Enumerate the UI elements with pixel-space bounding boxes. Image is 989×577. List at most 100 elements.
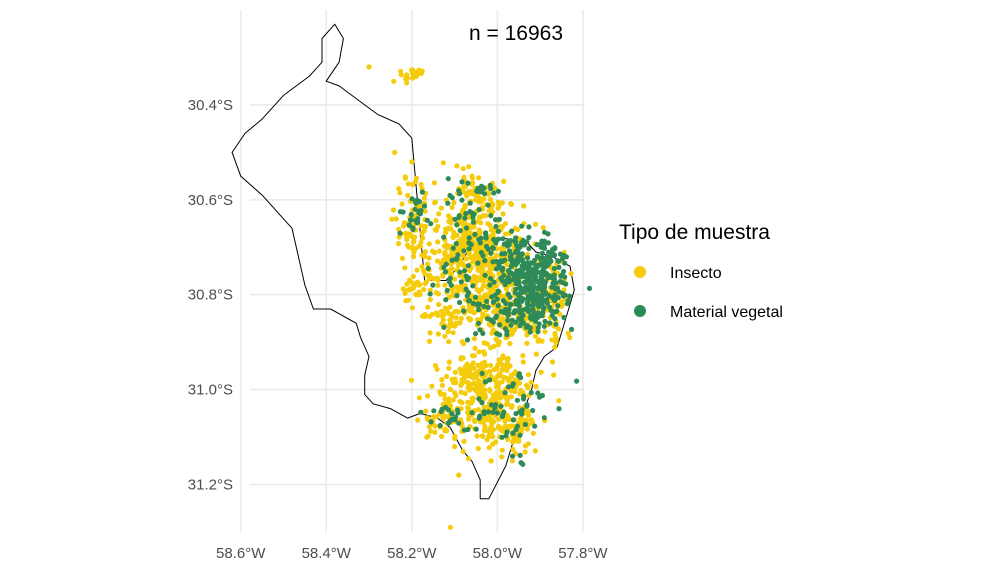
point-insecto xyxy=(521,203,527,209)
point-material-vegetal xyxy=(470,283,476,289)
point-insecto xyxy=(434,366,440,372)
point-insecto xyxy=(448,220,454,226)
point-material-vegetal xyxy=(495,188,501,194)
point-insecto xyxy=(426,338,433,344)
point-material-vegetal xyxy=(443,297,449,303)
point-insecto xyxy=(488,458,494,464)
point-insecto xyxy=(478,199,484,205)
point-material-vegetal xyxy=(513,248,519,254)
point-insecto xyxy=(540,225,546,231)
point-insecto xyxy=(522,443,529,449)
point-insecto xyxy=(500,211,506,217)
point-insecto xyxy=(474,433,480,439)
point-insecto xyxy=(448,226,454,232)
point-material-vegetal xyxy=(482,272,488,278)
point-insecto xyxy=(410,239,416,245)
point-insecto xyxy=(460,448,466,454)
point-insecto xyxy=(455,309,462,315)
point-insecto xyxy=(457,398,463,405)
point-insecto xyxy=(443,226,449,232)
point-material-vegetal xyxy=(397,230,403,236)
x-tick-label: 58.6°W xyxy=(216,545,266,562)
point-insecto xyxy=(507,340,513,347)
point-material-vegetal xyxy=(547,254,553,260)
point-material-vegetal xyxy=(532,257,538,263)
point-insecto xyxy=(399,255,405,261)
point-material-vegetal xyxy=(419,189,425,195)
point-insecto xyxy=(503,231,509,237)
point-material-vegetal xyxy=(551,297,557,303)
point-material-vegetal xyxy=(479,400,485,406)
point-insecto xyxy=(490,392,496,398)
point-insecto xyxy=(509,404,515,410)
point-insecto xyxy=(391,78,397,84)
point-insecto xyxy=(486,445,492,451)
point-insecto xyxy=(460,166,466,172)
point-insecto xyxy=(432,429,438,435)
point-material-vegetal xyxy=(485,246,491,252)
point-insecto xyxy=(499,379,505,385)
point-insecto xyxy=(402,174,408,180)
point-insecto xyxy=(413,245,419,252)
point-insecto xyxy=(396,186,402,192)
point-insecto xyxy=(461,174,467,180)
point-material-vegetal xyxy=(517,286,523,292)
point-insecto xyxy=(495,373,501,379)
point-material-vegetal xyxy=(453,241,459,247)
point-material-vegetal xyxy=(481,409,487,415)
point-insecto xyxy=(489,396,495,402)
point-material-vegetal xyxy=(443,261,449,267)
point-material-vegetal xyxy=(441,324,447,330)
point-material-vegetal xyxy=(556,264,562,270)
point-insecto xyxy=(393,216,399,222)
point-material-vegetal xyxy=(463,225,470,231)
point-material-vegetal xyxy=(524,402,530,408)
point-material-vegetal xyxy=(569,326,575,332)
point-insecto xyxy=(493,439,499,445)
point-material-vegetal xyxy=(499,251,505,257)
point-material-vegetal xyxy=(459,197,465,203)
point-insecto xyxy=(447,403,454,409)
point-insecto xyxy=(404,281,410,287)
point-insecto xyxy=(415,417,421,423)
point-insecto xyxy=(532,333,539,339)
point-insecto xyxy=(450,397,456,403)
point-material-vegetal xyxy=(466,246,472,252)
point-material-vegetal xyxy=(445,420,451,426)
point-material-vegetal xyxy=(477,240,483,246)
point-material-vegetal xyxy=(489,294,495,300)
point-insecto xyxy=(549,359,556,365)
point-insecto xyxy=(468,316,474,322)
point-insecto xyxy=(435,312,441,318)
point-material-vegetal xyxy=(493,223,499,230)
point-insecto xyxy=(515,227,521,233)
point-material-vegetal xyxy=(538,256,544,262)
point-material-vegetal xyxy=(508,322,514,328)
point-insecto xyxy=(555,325,561,331)
point-material-vegetal xyxy=(428,419,434,425)
point-material-vegetal xyxy=(504,429,510,435)
point-insecto xyxy=(441,391,447,397)
point-material-vegetal xyxy=(476,307,482,313)
point-material-vegetal xyxy=(467,200,473,206)
point-insecto xyxy=(442,282,448,288)
point-insecto xyxy=(516,438,522,444)
point-material-vegetal xyxy=(501,272,507,279)
point-insecto xyxy=(444,256,450,263)
point-material-vegetal xyxy=(510,417,516,423)
point-material-vegetal xyxy=(517,452,523,458)
point-material-vegetal xyxy=(497,332,503,338)
point-insecto xyxy=(430,248,436,254)
point-insecto xyxy=(457,320,463,326)
point-material-vegetal xyxy=(463,210,469,217)
point-insecto xyxy=(411,249,417,255)
point-material-vegetal xyxy=(476,320,482,326)
point-insecto xyxy=(463,366,469,372)
point-insecto xyxy=(429,383,435,389)
point-material-vegetal xyxy=(442,269,449,275)
point-insecto xyxy=(462,390,468,397)
point-material-vegetal xyxy=(514,268,520,274)
point-insecto xyxy=(434,258,441,264)
point-material-vegetal xyxy=(574,378,580,384)
point-insecto xyxy=(442,333,448,339)
